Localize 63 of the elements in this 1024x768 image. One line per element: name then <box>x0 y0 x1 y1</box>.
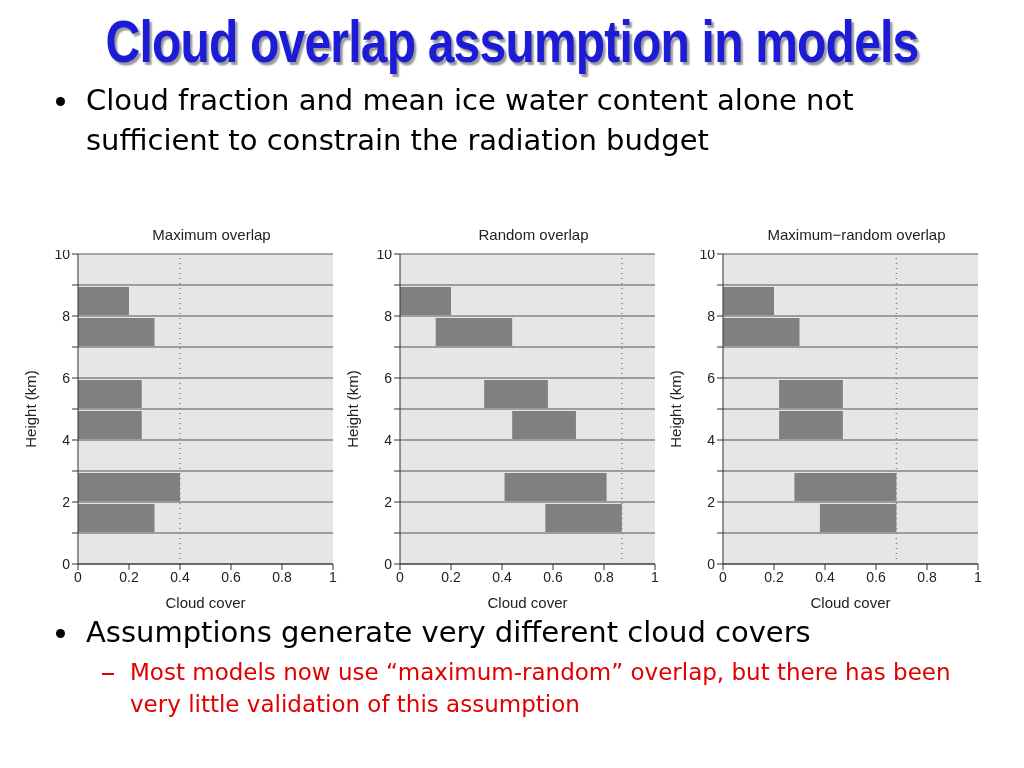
x-tick-label: 0.6 <box>221 568 241 585</box>
y-axis-title: Height (km) <box>22 370 40 448</box>
y-axis-title: Height (km) <box>667 370 685 448</box>
y-tick-label: 0 <box>707 555 716 572</box>
y-tick-label: 6 <box>384 369 393 386</box>
y-tick-label: 8 <box>62 307 71 324</box>
chart-title: Maximum overlap <box>152 226 271 243</box>
x-tick-label: 0.2 <box>764 568 784 585</box>
x-tick-label: 0.8 <box>917 568 937 585</box>
bar <box>78 318 155 346</box>
x-tick-label: 0.4 <box>170 568 190 585</box>
bar <box>435 318 513 346</box>
x-tick-label: 0.6 <box>543 568 563 585</box>
y-tick-label: 8 <box>707 307 716 324</box>
y-tick-label: 0 <box>62 555 71 572</box>
x-axis-title: Cloud cover <box>810 594 891 611</box>
text: Assumptions generate very different cloud covers <box>86 614 812 651</box>
y-tick-label: 4 <box>707 431 716 448</box>
x-tick-label: 0.8 <box>272 568 292 585</box>
chart-title: Maximum−random overlap <box>767 226 946 243</box>
y-tick-label: 10 <box>376 245 393 262</box>
y-tick-label: 6 <box>62 369 71 386</box>
bar <box>779 411 843 439</box>
y-tick-label: 10 <box>699 245 716 262</box>
x-tick-label: 0.4 <box>815 568 835 585</box>
x-tick-label: 0 <box>719 568 728 585</box>
bar <box>484 380 548 408</box>
bar <box>78 380 142 408</box>
x-tick-label: 0 <box>74 568 83 585</box>
y-tick-label: 2 <box>707 493 716 510</box>
x-tick-label: 1 <box>329 568 338 585</box>
x-tick-label: 0.2 <box>441 568 461 585</box>
bar <box>723 287 774 315</box>
x-axis-title: Cloud cover <box>165 594 246 611</box>
y-axis-title: Height (km) <box>344 370 362 448</box>
y-tick-label: 10 <box>54 245 71 262</box>
x-tick-label: 0.2 <box>119 568 139 585</box>
bar <box>78 411 142 439</box>
x-tick-label: 0.8 <box>594 568 614 585</box>
y-tick-label: 6 <box>707 369 716 386</box>
x-tick-label: 1 <box>974 568 983 585</box>
y-tick-label: 4 <box>62 431 71 448</box>
bar <box>504 473 607 501</box>
bar <box>400 287 451 315</box>
x-tick-label: 1 <box>651 568 660 585</box>
y-tick-label: 2 <box>62 493 71 510</box>
bar <box>723 318 800 346</box>
text: Most models now use “maximum-random” overlap, but there has been very little validation of this assumption <box>130 658 952 719</box>
x-tick-label: 0.4 <box>492 568 512 585</box>
y-tick-label: 0 <box>384 555 393 572</box>
y-tick-label: 2 <box>384 493 393 510</box>
x-tick-label: 0 <box>396 568 405 585</box>
text: Cloud fraction and mean ice water content alone not sufficient to constrain the radiation budget <box>86 82 855 159</box>
y-tick-label: 4 <box>384 431 393 448</box>
y-tick-label: 8 <box>384 307 393 324</box>
bar <box>78 287 129 315</box>
x-axis-title: Cloud cover <box>487 594 568 611</box>
x-tick-label: 0.6 <box>866 568 886 585</box>
text: Cloud overlap assumption in models <box>104 8 920 76</box>
bar <box>512 411 576 439</box>
bar <box>78 504 155 532</box>
bar <box>779 380 843 408</box>
chart-title: Random overlap <box>478 226 589 243</box>
